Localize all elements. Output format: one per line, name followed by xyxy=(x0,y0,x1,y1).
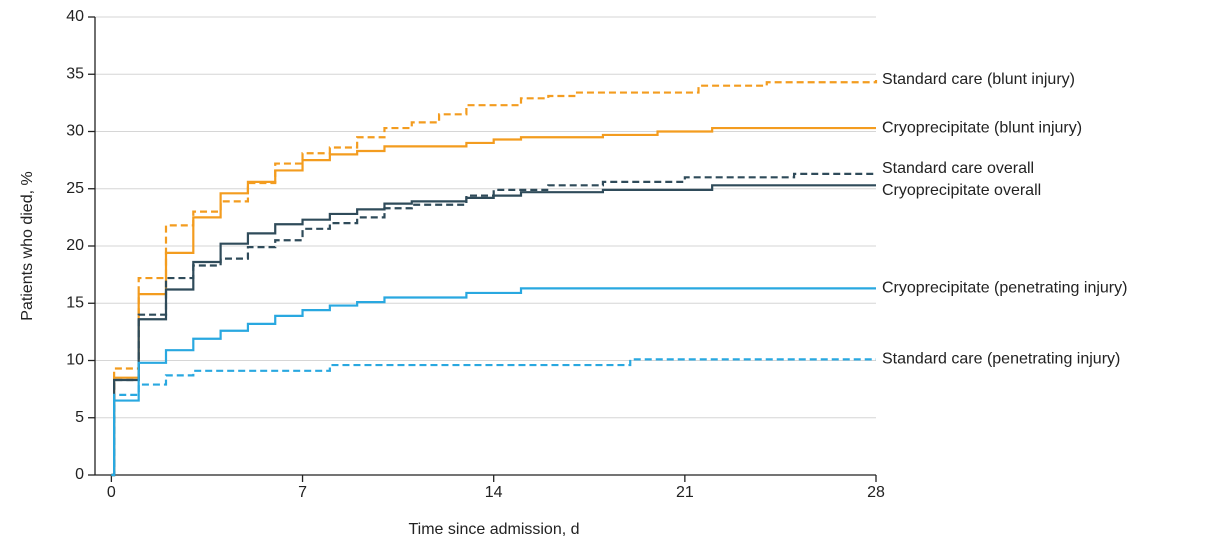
x-axis-label: Time since admission, d xyxy=(408,521,579,538)
series-line xyxy=(111,358,876,477)
series-label: Standard care overall xyxy=(882,160,1034,177)
x-tick-label: 7 xyxy=(298,484,307,501)
x-tick-label: 21 xyxy=(676,484,694,501)
x-tick-label: 14 xyxy=(485,484,503,501)
series-line xyxy=(111,172,876,477)
y-axis-label: Patients who died, % xyxy=(19,171,36,320)
x-tick-label: 28 xyxy=(867,484,885,501)
y-tick-label: 40 xyxy=(66,8,84,25)
y-tick-label: 25 xyxy=(66,180,84,197)
series-label: Standard care (blunt injury) xyxy=(882,71,1075,88)
y-tick-label: 35 xyxy=(66,65,84,82)
y-tick-label: 0 xyxy=(75,466,84,483)
series-label: Cryoprecipitate (penetrating injury) xyxy=(882,280,1127,297)
series-line xyxy=(111,79,878,477)
y-tick-label: 30 xyxy=(66,123,84,140)
y-tick-label: 10 xyxy=(66,352,84,369)
series-line xyxy=(111,184,876,477)
y-tick-label: 5 xyxy=(75,409,84,426)
series-label: Standard care (penetrating injury) xyxy=(882,351,1120,368)
series-label: Cryoprecipitate overall xyxy=(882,182,1041,199)
y-tick-label: 20 xyxy=(66,237,84,254)
x-tick-label: 0 xyxy=(107,484,116,501)
series-line xyxy=(111,126,876,477)
y-tick-label: 15 xyxy=(66,294,84,311)
series-label: Cryoprecipitate (blunt injury) xyxy=(882,119,1082,136)
series-line xyxy=(111,287,876,477)
